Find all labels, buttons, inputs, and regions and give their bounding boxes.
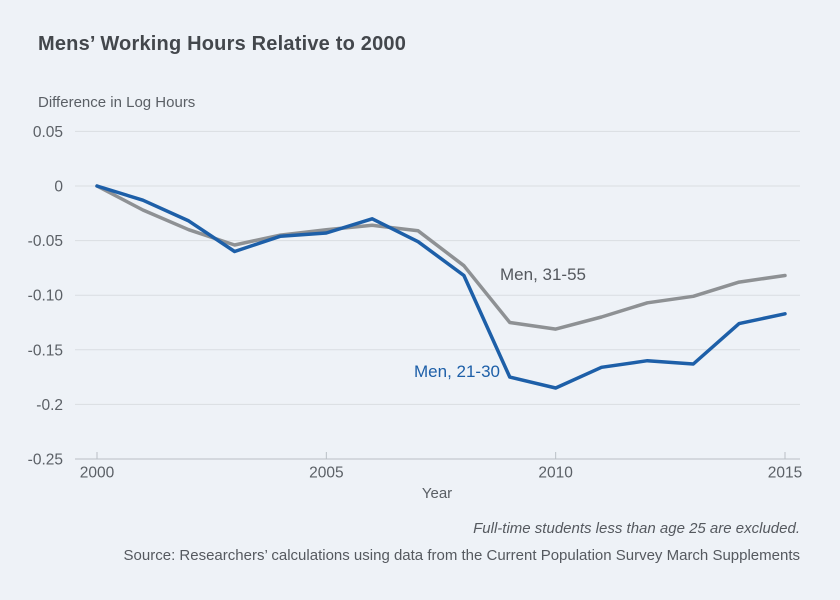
y-tick-label: -0.05 (28, 233, 63, 250)
y-tick-label: -0.25 (28, 452, 63, 469)
source-line: Source: Researchers’ calculations using … (123, 547, 800, 564)
y-axis-title: Difference in Log Hours (38, 94, 196, 111)
x-tick-label: 2015 (768, 465, 802, 482)
y-tick-label: 0 (54, 179, 63, 196)
x-tick-label: 2000 (80, 465, 115, 482)
y-tick-label: -0.15 (28, 342, 63, 359)
y-tick-label: -0.10 (28, 288, 64, 305)
y-tick-label: -0.2 (36, 397, 63, 414)
footnote: Full-time students less than age 25 are … (473, 520, 800, 537)
chart-title: Mens’ Working Hours Relative to 2000 (38, 33, 407, 55)
x-tick-label: 2010 (538, 465, 573, 482)
x-axis-title: Year (421, 485, 453, 502)
chart-footer: Full-time students less than age 25 are … (40, 520, 800, 564)
y-tick-label: 0.05 (33, 124, 63, 141)
series-label-men-21-30: Men, 21-30 (414, 362, 500, 381)
series-label-men-31-55: Men, 31-55 (500, 265, 586, 284)
x-tick-label: 2005 (309, 465, 343, 482)
series-line-men-21-30 (95, 184, 787, 390)
